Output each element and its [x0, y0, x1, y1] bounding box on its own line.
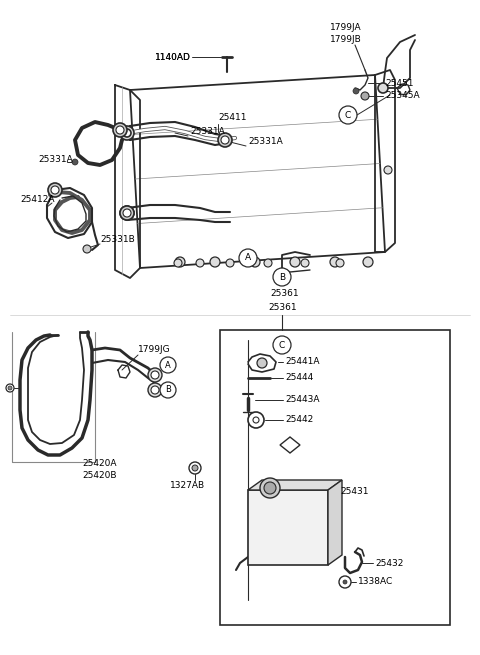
Text: C: C [279, 341, 285, 350]
Circle shape [192, 465, 198, 471]
Circle shape [123, 209, 131, 217]
Text: 25331A: 25331A [38, 155, 73, 164]
Text: 1799JA: 1799JA [330, 22, 361, 31]
Circle shape [273, 336, 291, 354]
Bar [220, 330, 450, 625]
Text: 25451: 25451 [385, 79, 413, 88]
Text: 25412A: 25412A [20, 195, 55, 204]
Circle shape [264, 259, 272, 267]
Circle shape [72, 159, 78, 165]
Text: 1799JG: 1799JG [138, 345, 170, 354]
Circle shape [226, 259, 234, 267]
Text: 25441A: 25441A [285, 358, 320, 367]
Circle shape [120, 206, 134, 220]
Bar [248, 490, 328, 565]
Circle shape [330, 257, 340, 267]
Circle shape [260, 478, 280, 498]
Circle shape [174, 259, 182, 267]
Circle shape [384, 166, 392, 174]
Text: 25331B: 25331B [100, 236, 135, 244]
Text: 25361: 25361 [270, 288, 299, 297]
Polygon shape [280, 437, 300, 453]
Circle shape [361, 92, 369, 100]
Circle shape [175, 257, 185, 267]
Circle shape [123, 129, 131, 137]
Text: 1140AD: 1140AD [155, 52, 191, 62]
Text: 25420A: 25420A [82, 458, 117, 468]
Circle shape [123, 209, 131, 217]
Circle shape [210, 257, 220, 267]
Text: 25420B: 25420B [82, 470, 117, 479]
Circle shape [51, 186, 59, 194]
Text: 25432: 25432 [375, 559, 403, 567]
Circle shape [189, 462, 201, 474]
Text: 25331A: 25331A [248, 138, 283, 147]
Polygon shape [248, 480, 342, 490]
Circle shape [116, 126, 124, 134]
Text: B: B [165, 386, 171, 394]
Circle shape [257, 358, 267, 368]
Text: A: A [165, 360, 171, 369]
Circle shape [120, 126, 134, 140]
Text: B: B [279, 272, 285, 282]
Text: A: A [245, 253, 251, 263]
Circle shape [239, 249, 257, 267]
Circle shape [253, 417, 259, 423]
Text: 25411: 25411 [218, 113, 247, 122]
Circle shape [339, 576, 351, 588]
Text: 1327AB: 1327AB [170, 481, 205, 489]
Circle shape [160, 357, 176, 373]
Circle shape [378, 83, 388, 93]
Circle shape [301, 259, 309, 267]
Circle shape [250, 257, 260, 267]
Text: 1140AD: 1140AD [155, 52, 191, 62]
Text: C: C [345, 111, 351, 119]
Text: 25444: 25444 [285, 373, 313, 383]
Circle shape [160, 382, 176, 398]
Circle shape [221, 136, 229, 144]
Circle shape [218, 133, 232, 147]
Circle shape [196, 259, 204, 267]
Circle shape [336, 259, 344, 267]
Text: 1799JB: 1799JB [330, 35, 362, 43]
Circle shape [248, 412, 264, 428]
Circle shape [148, 368, 162, 382]
Circle shape [343, 580, 347, 584]
Text: 25331A: 25331A [190, 128, 225, 136]
Circle shape [83, 245, 91, 253]
Text: 25361: 25361 [268, 303, 297, 312]
Text: 25442: 25442 [285, 415, 313, 424]
Circle shape [273, 268, 291, 286]
Circle shape [48, 183, 62, 197]
Circle shape [151, 371, 159, 379]
Circle shape [151, 386, 159, 394]
Circle shape [353, 88, 359, 94]
Circle shape [120, 206, 134, 220]
Text: 25443A: 25443A [285, 396, 320, 405]
Circle shape [264, 482, 276, 494]
Circle shape [8, 386, 12, 390]
Circle shape [148, 383, 162, 397]
Polygon shape [328, 480, 342, 565]
Circle shape [363, 257, 373, 267]
Circle shape [113, 123, 127, 137]
Circle shape [290, 257, 300, 267]
Text: 25431: 25431 [340, 487, 369, 496]
Text: 1338AC: 1338AC [358, 578, 393, 586]
Circle shape [339, 106, 357, 124]
Circle shape [6, 384, 14, 392]
Text: 25345A: 25345A [385, 92, 420, 100]
